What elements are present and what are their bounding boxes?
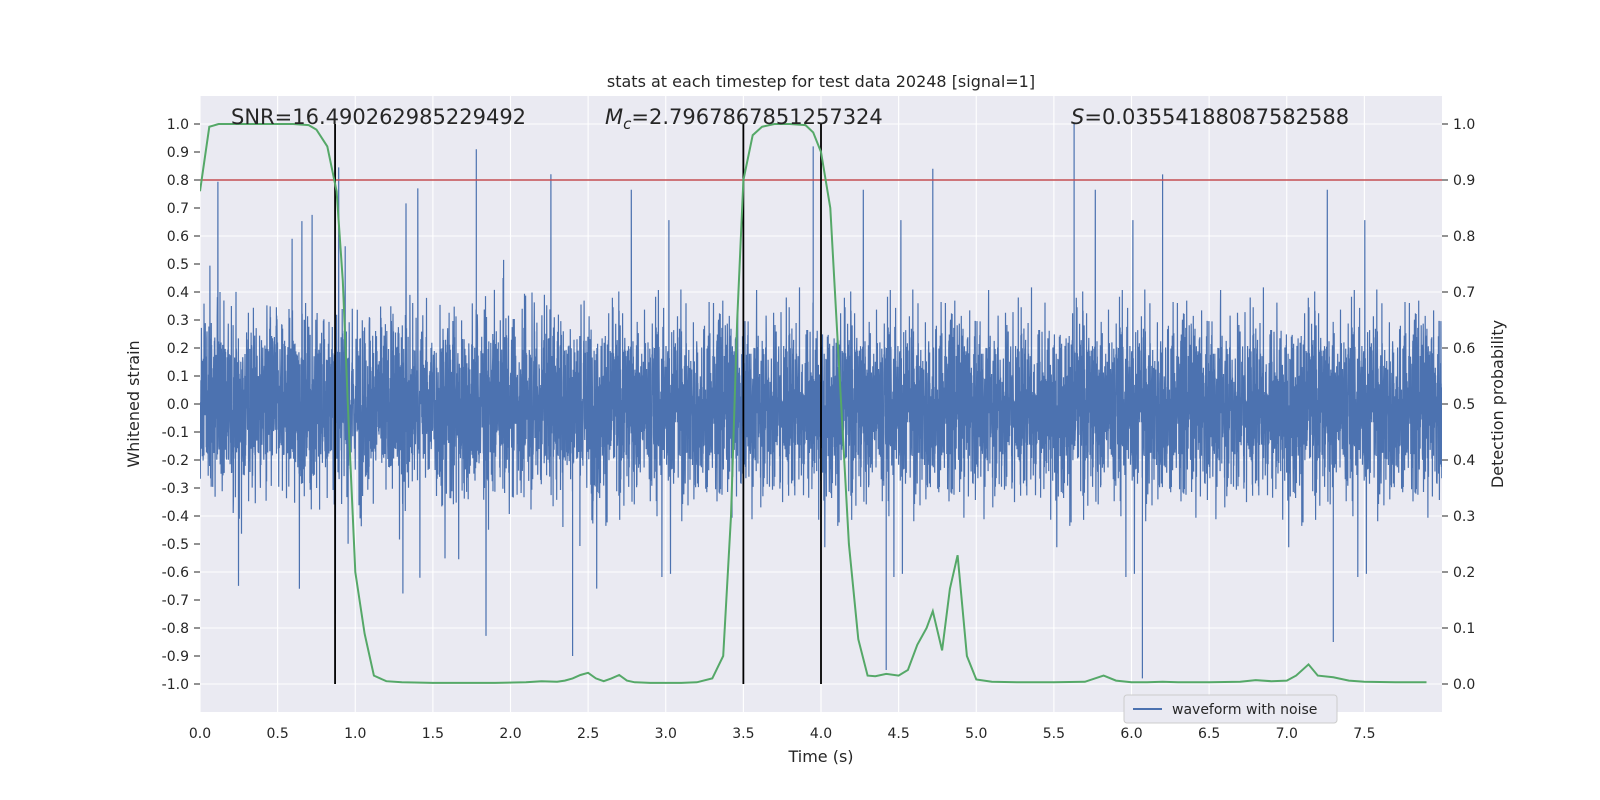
y-tick-label-left: -0.7	[162, 593, 189, 609]
y-axis-label-left: Whitened strain	[124, 340, 143, 467]
x-ticks: 0.0 0.5 1.0 1.5 2.0 2.5 3.0 3.5 4.0 4.5 5.0 5.5 6.0 6…	[189, 726, 1376, 742]
x-axis-label: Time (s)	[787, 747, 853, 766]
x-tick-label: 7.0	[1276, 726, 1298, 742]
x-tick-label: 6.5	[1198, 726, 1220, 742]
x-tick-label: 2.0	[499, 726, 521, 742]
y-tick-label-left: 0.6	[167, 229, 189, 245]
x-tick-label: 5.0	[965, 726, 987, 742]
y-tick-label-right: 0.0	[1453, 677, 1475, 693]
mc-symbol: M	[605, 105, 623, 129]
y-tick-label-left: 0.5	[167, 257, 189, 273]
y-tick-label-right: 0.7	[1453, 285, 1475, 301]
y-tick-label-left: -0.5	[162, 537, 189, 553]
y-tick-label-left: -0.4	[162, 509, 189, 525]
y-axis-label-right: Detection probability	[1488, 320, 1507, 488]
y-tick-label-right: 0.4	[1453, 453, 1475, 469]
s-value: =0.03554188087582588	[1084, 105, 1349, 129]
y-tick-label-left: 0.7	[167, 201, 189, 217]
y-tick-label-left: 0.3	[167, 313, 189, 329]
y-tick-label-left: -0.9	[162, 649, 189, 665]
mc-subscript: c	[623, 115, 632, 133]
y-tick-label-right: 0.1	[1453, 621, 1475, 637]
probability-line	[200, 123, 1427, 684]
y-tick-label-left: 1.0	[167, 117, 189, 133]
x-tick-label: 6.0	[1120, 726, 1142, 742]
y-tick-label-left: -0.6	[162, 565, 189, 581]
y-tick-label-left: 0.1	[167, 369, 189, 385]
x-tick-label: 1.5	[422, 726, 444, 742]
y-tick-label-left: -0.8	[162, 621, 189, 637]
probability-series	[200, 123, 1427, 684]
x-tick-label: 2.5	[577, 726, 599, 742]
y-ticks-left: 1.0 0.9 0.8 0.7 0.6 0.5 0.4 0.3 0.2 0.1 0.0 -0.1 -0.…	[162, 117, 200, 693]
x-tick-label: 3.0	[655, 726, 677, 742]
y-tick-label-right: 0.6	[1453, 341, 1475, 357]
y-tick-label-left: -0.2	[162, 453, 189, 469]
chart-title: stats at each timestep for test data 202…	[607, 72, 1035, 91]
y-tick-label-left: 0.0	[167, 397, 189, 413]
x-tick-label: 4.0	[810, 726, 832, 742]
snr-annotation: SNR=16.490262985229492	[231, 105, 526, 129]
x-tick-label: 0.0	[189, 726, 211, 742]
legend-box	[1123, 694, 1338, 724]
x-tick-label: 3.5	[732, 726, 754, 742]
y-tick-label-left: 0.2	[167, 341, 189, 357]
y-tick-label-left: -0.1	[162, 425, 189, 441]
y-tick-label-left: -0.3	[162, 481, 189, 497]
y-tick-label-right: 0.2	[1453, 565, 1475, 581]
y-ticks-right: 1.0 0.9 0.8 0.7 0.6 0.5 0.4 0.3 0.2 0.1 0.0	[1442, 117, 1475, 693]
x-tick-label: 5.5	[1043, 726, 1065, 742]
y-tick-label-left: 0.8	[167, 173, 189, 189]
y-tick-label-left: 0.4	[167, 285, 189, 301]
y-tick-label-left: -1.0	[162, 677, 189, 693]
y-tick-label-right: 0.5	[1453, 397, 1475, 413]
y-tick-label-right: 0.3	[1453, 509, 1475, 525]
y-tick-label-right: 0.8	[1453, 229, 1475, 245]
x-tick-label: 7.5	[1353, 726, 1375, 742]
x-tick-label: 4.5	[887, 726, 909, 742]
legend-label: waveform with noise	[1172, 702, 1317, 718]
mc-annotation: Mc=2.7967867851257324	[605, 105, 883, 133]
s-annotation: S=0.03554188087582588	[1071, 105, 1349, 129]
x-tick-label: 1.0	[344, 726, 366, 742]
legend: waveform with noise	[1123, 694, 1338, 724]
y-tick-label-right: 0.9	[1453, 173, 1475, 189]
y-tick-label-left: 0.9	[167, 145, 189, 161]
x-tick-label: 0.5	[266, 726, 288, 742]
vertical-lines	[334, 124, 822, 684]
mc-value: =2.7967867851257324	[631, 105, 882, 129]
y-tick-label-right: 1.0	[1453, 117, 1475, 133]
s-symbol: S	[1071, 105, 1084, 129]
